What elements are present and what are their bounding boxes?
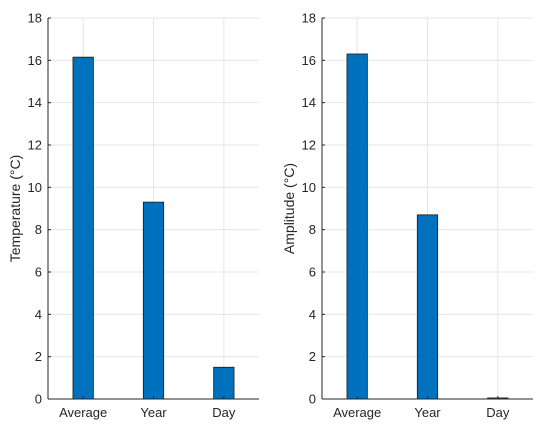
x-tick-label: Day — [486, 405, 510, 420]
y-tick-label: 18 — [28, 11, 42, 26]
y-tick-label: 4 — [35, 307, 42, 322]
y-tick-label: 12 — [28, 138, 42, 153]
y-tick-label: 12 — [302, 138, 316, 153]
bar-year — [142, 201, 165, 400]
x-tick-label: Year — [414, 405, 441, 420]
y-axis-label: Temperature (°C) — [7, 155, 23, 263]
y-tick-label: 10 — [302, 180, 316, 195]
x-tick-label: Year — [140, 405, 167, 420]
y-tick-label: 18 — [302, 11, 316, 26]
y-tick-label: 16 — [28, 53, 42, 68]
bar-average — [72, 56, 94, 400]
y-tick-label: 8 — [35, 222, 42, 237]
y-tick-label: 8 — [309, 222, 316, 237]
y-axis-label: Amplitude (°C) — [281, 163, 297, 254]
bar-average — [346, 53, 368, 400]
y-tick-label: 16 — [302, 53, 316, 68]
y-tick-label: 14 — [302, 95, 316, 110]
bar-year — [416, 214, 439, 400]
y-tick-label: 0 — [35, 392, 42, 407]
x-tick-label: Average — [59, 405, 107, 420]
y-tick-label: 2 — [309, 349, 316, 364]
chart-panel-1: 0 2 4 6 8 10 12 14 16 18 Average Year Day Temperature… — [7, 11, 259, 420]
y-tick-label: 2 — [35, 349, 42, 364]
x-tick-label: Day — [212, 405, 236, 420]
y-tick-label: 10 — [28, 180, 42, 195]
chart-panel-2: 0 2 4 6 8 10 12 14 16 18 Average Year Day Amplitude (… — [281, 11, 533, 420]
y-tick-label: 6 — [35, 265, 42, 280]
y-tick-label: 0 — [309, 392, 316, 407]
y-tick-label: 14 — [28, 95, 42, 110]
y-tick-label: 4 — [309, 307, 316, 322]
x-tick-label: Average — [333, 405, 381, 420]
bar-day — [213, 366, 235, 400]
y-tick-label: 6 — [309, 265, 316, 280]
